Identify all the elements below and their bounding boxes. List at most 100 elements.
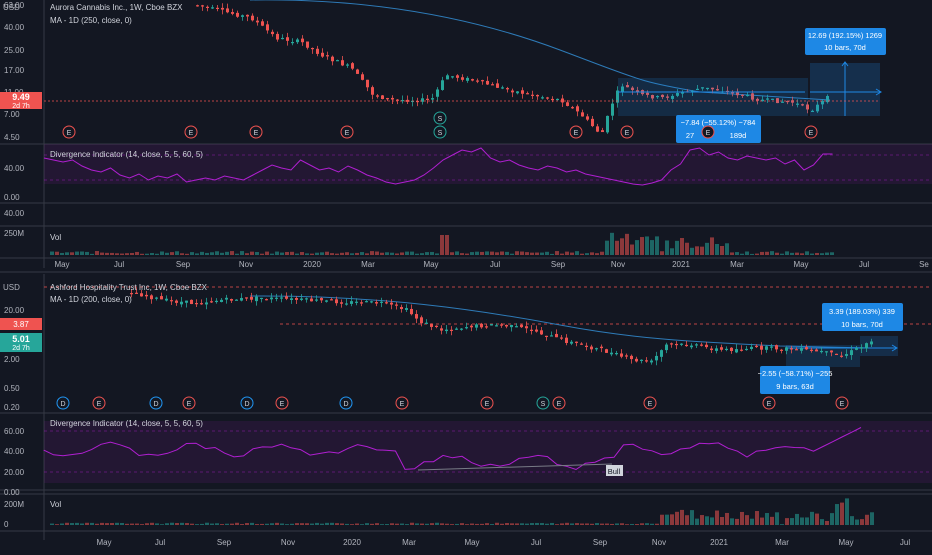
vol-bar-71 [405, 251, 409, 255]
vol2-bar-1 [55, 524, 59, 525]
candle2-body-37 [315, 299, 318, 301]
candle2-body-24 [250, 296, 253, 300]
vol2-bar-151 [805, 517, 809, 525]
measure-tool-down-2[interactable] [786, 344, 898, 367]
bull-label: Bull [606, 465, 623, 476]
candle-body-53 [461, 77, 464, 80]
candle-body-61 [501, 87, 504, 89]
measure-tool-up[interactable] [810, 61, 882, 116]
vol2-bar-4 [70, 523, 74, 525]
vol2-bar-79 [445, 523, 449, 525]
vol-bar-19 [145, 253, 149, 255]
time-axis[interactable]: May Jul Sep Nov 2020 Mar May Jul Sep Nov 2021 Mar Ma… [54, 260, 929, 269]
candle2-body-146 [860, 347, 863, 349]
panel-ashford[interactable]: 20.0010.005.002.000.500.20 USD 3.87 5.01… [0, 271, 932, 547]
measure-tool-up-2[interactable] [860, 336, 898, 356]
candle-body-11 [251, 15, 254, 21]
ma-legend-2[interactable]: MA - 1D (200, close, 0) [50, 295, 132, 304]
vol-bar-143 [765, 251, 769, 255]
candle2-body-10 [180, 301, 183, 305]
oscillator-pane-2[interactable]: Bull Divergence Indicator (14, close, 5,… [4, 419, 932, 483]
event-label-7: E [706, 130, 711, 137]
oscillator-pane[interactable]: Divergence Indicator (14, close, 5, 5, 6… [4, 144, 932, 186]
vol-bar-30 [200, 251, 204, 255]
candle-body-4 [216, 7, 219, 10]
vol-bar-21 [155, 253, 159, 255]
volume-legend[interactable]: Vol [50, 233, 61, 242]
candle-body-114 [766, 98, 769, 100]
vol2-bar-90 [500, 523, 504, 525]
candle2-body-130 [780, 349, 783, 351]
time-tick-1: Jul [114, 260, 124, 269]
vol2-bar-156 [830, 513, 834, 525]
vol-bar-99 [545, 251, 549, 255]
volume-legend-2[interactable]: Vol [50, 500, 61, 509]
vol-bar-0 [50, 251, 54, 255]
candle-body-39 [391, 97, 394, 100]
vol2-bar-13 [115, 522, 119, 525]
event-markers[interactable]: E E E E S E E E E S [62, 111, 818, 139]
vol2-bar-69 [395, 523, 399, 525]
time-axis-2[interactable]: May Jul Sep Nov 2020 Mar May Jul Sep Nov 2021 Mar Ma… [96, 538, 910, 547]
vol2-bar-142 [760, 517, 764, 525]
candle2-body-106 [660, 350, 663, 357]
vol-bar-153 [815, 252, 819, 255]
price-badge-red-value: 3.87 [13, 320, 29, 329]
ma-legend[interactable]: MA - 1D (250, close, 0) [50, 16, 132, 25]
vol-bar-113 [615, 240, 619, 255]
vol-bar-118 [640, 237, 644, 255]
candle-body-46 [426, 98, 429, 100]
vol2-bar-106 [580, 523, 584, 525]
symbol-title-2[interactable]: Ashford Hospitality Trust Inc, 1W, Cboe … [50, 283, 208, 292]
candle2-body-48 [370, 301, 373, 303]
event2-label-6: D [343, 401, 348, 408]
candle-body-68 [536, 94, 539, 97]
candle2-body-12 [190, 299, 193, 305]
candle2-body-26 [260, 297, 263, 300]
candle2-body-38 [320, 298, 323, 301]
vol2-bar-125 [675, 511, 679, 525]
candle2-body-62 [440, 328, 443, 331]
volume-pane-2[interactable]: Vol 200M 0 [4, 498, 874, 529]
symbol-title[interactable]: Aurora Cannabis Inc., 1W, Cboe BZX [50, 3, 183, 12]
candle2-body-17 [215, 300, 218, 303]
vol-bar-16 [130, 252, 134, 255]
candle2-body-0 [130, 293, 133, 295]
time2-tick-1: Jul [155, 538, 165, 547]
vol2-bar-46 [280, 523, 284, 525]
time2-tick-2: Sep [217, 538, 232, 547]
vol2-bar-44 [270, 523, 274, 525]
measure-tool-down[interactable] [618, 78, 808, 116]
candle-body-86 [626, 85, 629, 88]
price-tick-5: 7.00 [4, 110, 20, 119]
candle2-body-96 [610, 352, 613, 355]
candle-body-50 [446, 75, 449, 80]
candle-body-12 [256, 20, 259, 23]
vol-bar-119 [645, 236, 649, 255]
vol2-bar-62 [360, 524, 364, 525]
oscillator-legend-2[interactable]: Divergence Indicator (14, close, 5, 5, 6… [50, 419, 203, 428]
vol-bar-12 [110, 252, 114, 255]
candle2-body-91 [585, 345, 588, 347]
vol-bar-146 [780, 253, 784, 255]
candle-body-91 [651, 95, 654, 99]
candle2-body-136 [810, 349, 813, 351]
vol2-bar-153 [815, 513, 819, 525]
price-badge-2: 5.01 2d 7h [0, 333, 42, 352]
volume-pane[interactable]: Vol 250M [4, 229, 834, 255]
vol-bar-103 [565, 251, 569, 255]
candle2-body-53 [395, 304, 398, 306]
vol2-bar-85 [475, 523, 479, 525]
candle-body-108 [736, 91, 739, 96]
candle2-body-22 [240, 297, 243, 301]
vol2-bar-59 [345, 523, 349, 525]
vol2-bar-136 [730, 518, 734, 525]
oscillator-legend[interactable]: Divergence Indicator (14, close, 5, 5, 6… [50, 150, 203, 159]
vol-bar-37 [235, 253, 239, 255]
measure-up-2-line2: 10 bars, 70d [841, 320, 883, 329]
